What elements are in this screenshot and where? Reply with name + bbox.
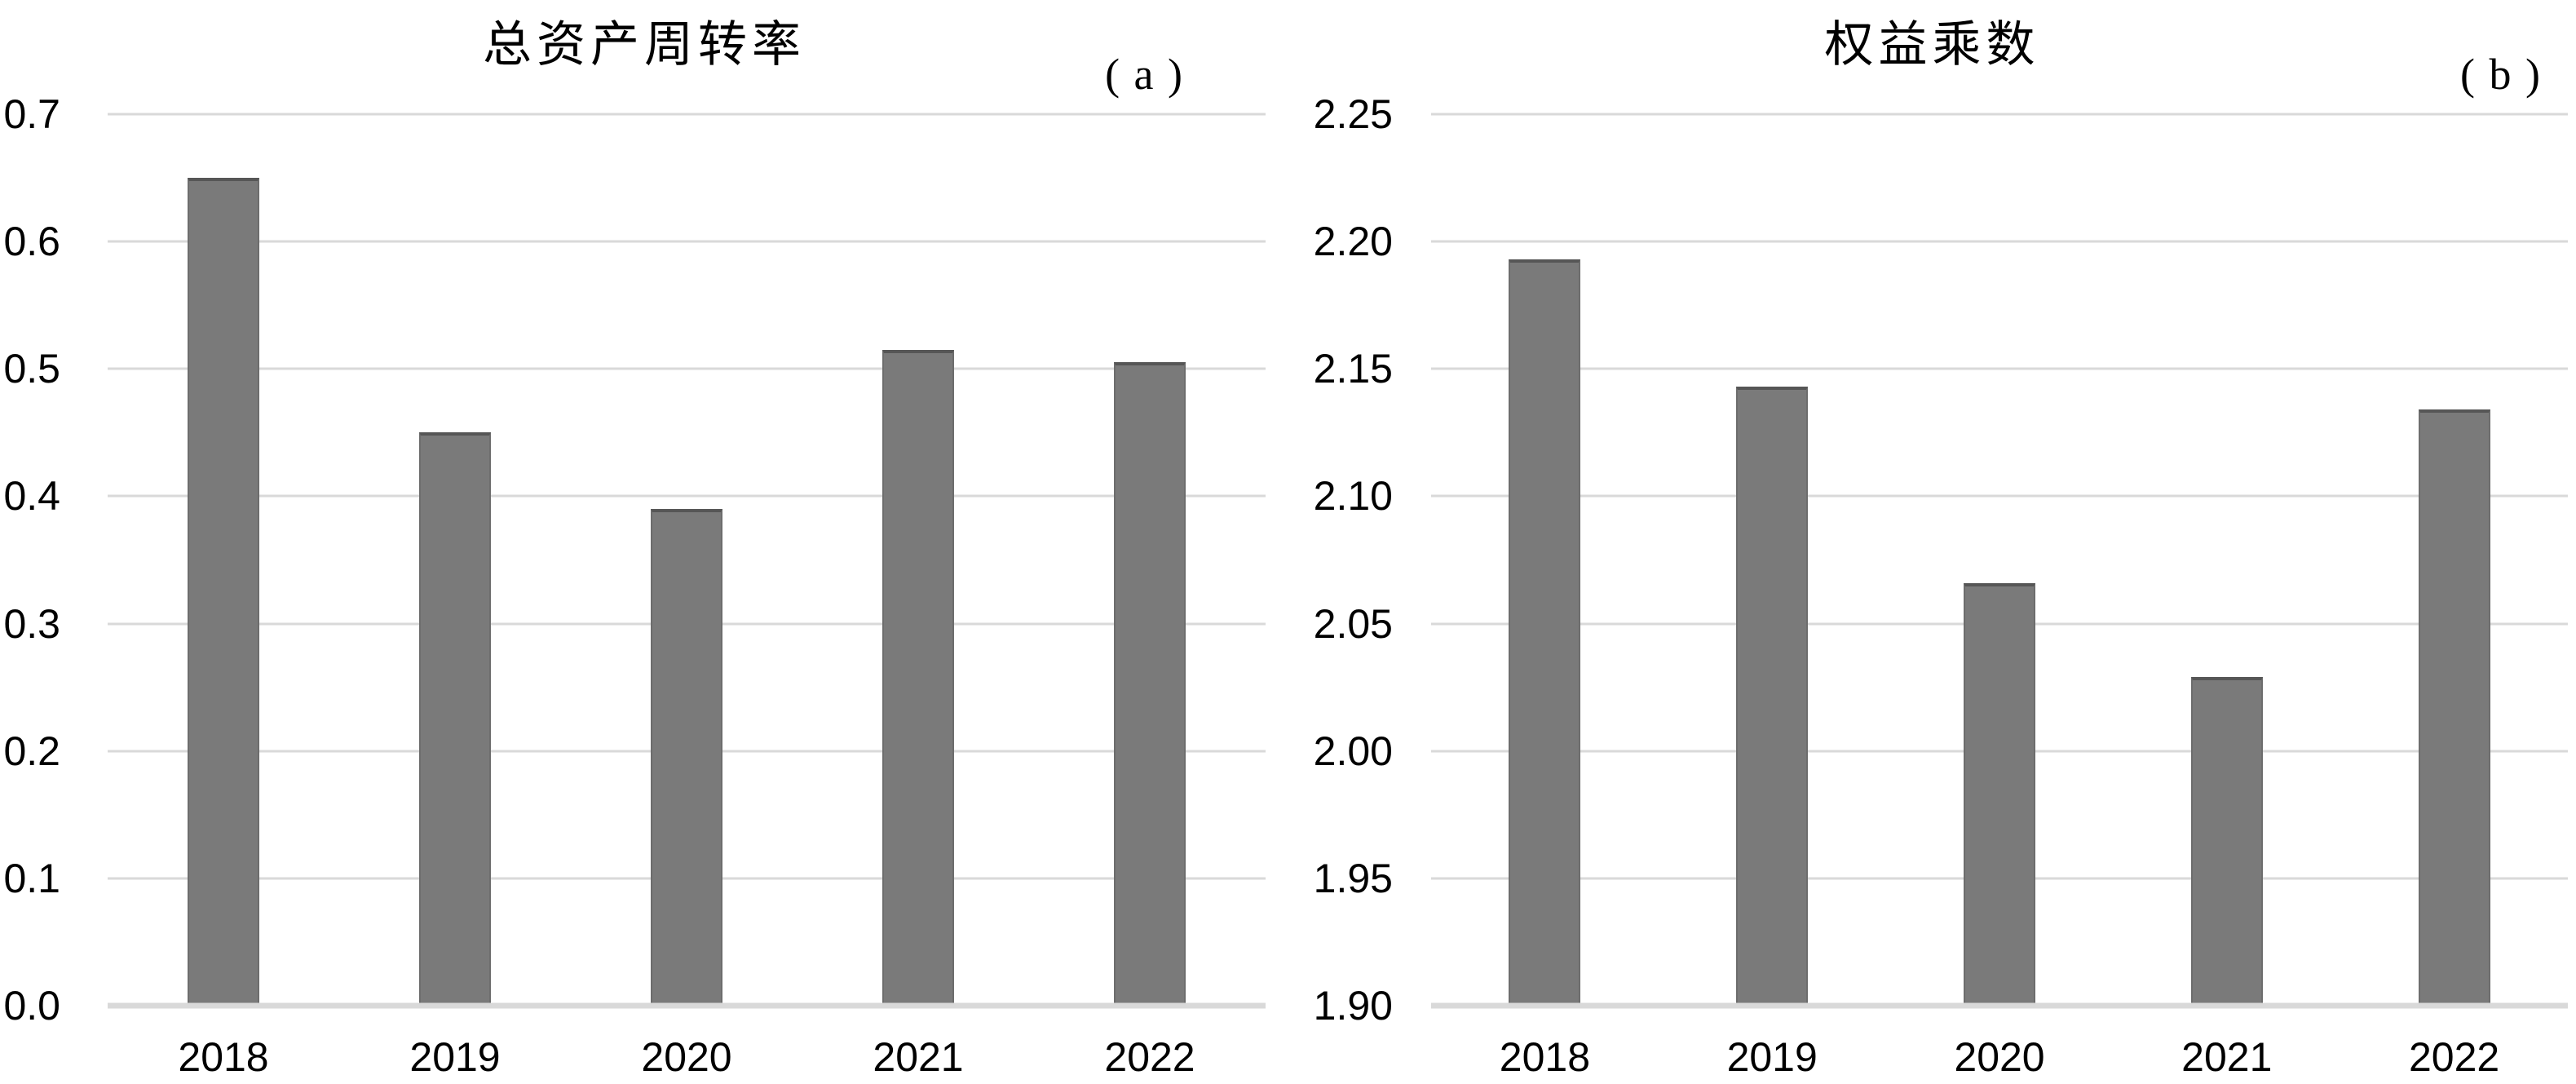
y-tick-label: 0.3 [3,600,60,647]
y-axis: 2.25 2.20 2.15 2.10 2.05 2.00 1.95 1.90 [1301,94,1393,1026]
panel-letter-label: ( a ) [1105,50,1184,99]
y-tick-label: 0.6 [3,219,60,265]
x-tick-label: 2022 [2408,1034,2500,1080]
gridline [1431,367,2568,370]
plot-area: 2018 2019 2020 2021 2022 [1431,113,2568,1077]
bar-2019 [1736,387,1809,1006]
gridline [108,494,1266,498]
y-tick-label: 2.20 [1313,219,1393,265]
y-tick-label: 2.05 [1313,600,1393,647]
y-axis: 0.7 0.6 0.5 0.4 0.3 0.2 0.1 0.0 [3,94,60,1026]
x-tick-label: 2021 [2181,1034,2273,1080]
bar-2018 [1509,259,1581,1006]
bar-2022 [2418,409,2490,1006]
panel-letter-label: ( b ) [2460,50,2542,99]
chart-panel-a: 总资产周转率 ( a ) 0.7 0.6 0.5 0.4 0.3 0.2 0.1 0.0 20… [3,18,1266,1077]
x-tick-label: 2020 [1954,1034,2045,1080]
y-tick-label: 0.2 [3,728,60,774]
gridline [108,367,1266,370]
gridline [1431,240,2568,243]
bar-2019 [419,432,491,1006]
y-tick-label: 1.90 [1313,983,1393,1029]
x-tick-label: 2022 [1104,1034,1195,1080]
x-tick-label: 2018 [1499,1034,1591,1080]
y-tick-label: 2.00 [1313,728,1393,774]
y-tick-label: 0.4 [3,473,60,520]
y-tick-label: 0.1 [3,855,60,901]
x-tick-label: 2021 [873,1034,964,1080]
bar-2021 [882,349,954,1006]
gridline [108,113,1266,116]
x-tick-label: 2018 [178,1034,269,1080]
y-tick-label: 1.95 [1313,855,1393,901]
plot-area: 2018 2019 2020 2021 2022 [108,113,1266,1077]
x-axis-line [1431,1002,2568,1009]
y-tick-label: 0.0 [3,983,60,1029]
gridline [1431,494,2568,498]
x-tick-label: 2020 [641,1034,732,1080]
chart-title: 权益乘数 [1824,18,2040,72]
x-tick-label: 2019 [1726,1034,1818,1080]
chart-title: 总资产周转率 [483,18,806,72]
y-tick-label: 0.7 [3,91,60,137]
chart-panel-b: 权益乘数 ( b ) 2.25 2.20 2.15 2.10 2.05 2.00 1.95 1… [1288,0,2576,1084]
x-tick-label: 2019 [409,1034,501,1080]
gridline [1431,113,2568,116]
x-axis-line [108,1002,1266,1009]
y-tick-label: 2.10 [1313,473,1393,520]
y-tick-label: 0.5 [3,346,60,392]
bar-2018 [188,178,259,1006]
y-tick-label: 2.15 [1313,346,1393,392]
bar-2020 [651,509,722,1006]
gridline [108,240,1266,243]
bar-2021 [2190,677,2263,1006]
bar-2022 [1114,362,1186,1006]
y-tick-label: 2.25 [1313,91,1393,137]
bar-2020 [1964,582,2035,1006]
